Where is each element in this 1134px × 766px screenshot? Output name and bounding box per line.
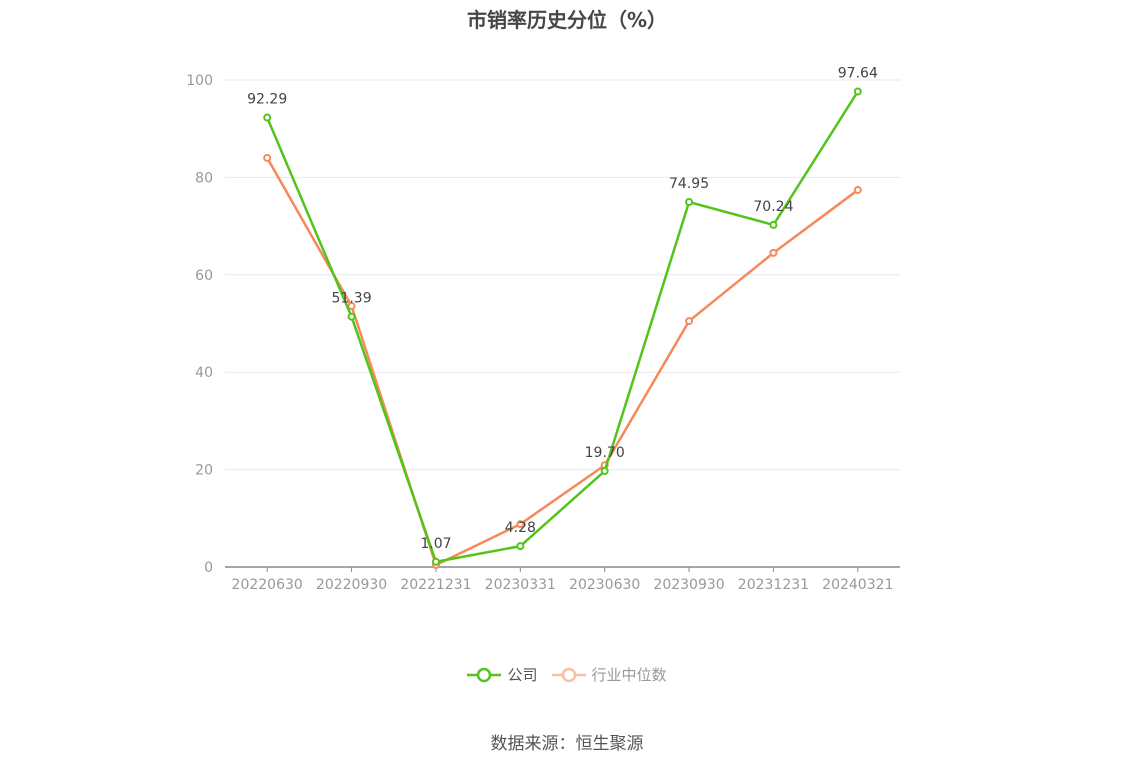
data-point: [769, 220, 778, 229]
legend: 公司 行业中位数: [0, 664, 1134, 685]
x-tick-label: 20230930: [653, 577, 724, 593]
data-point: [685, 197, 694, 206]
data-point: [431, 557, 440, 566]
x-tick-label: 20231231: [738, 577, 809, 593]
y-tick-label: 60: [195, 268, 213, 284]
x-tick-label: 20230331: [485, 577, 556, 593]
data-point: [769, 248, 778, 257]
x-tick-label: 20230630: [569, 577, 640, 593]
data-label: 74.95: [669, 176, 709, 192]
plot-area: 0 20 40 60 80 100 20220630 20220930 20221231 2023…: [186, 65, 900, 593]
data-point: [263, 113, 272, 122]
data-label: 1.07: [420, 536, 451, 552]
data-point: [516, 542, 525, 551]
data-point: [685, 317, 694, 326]
series-line-0: [266, 90, 859, 564]
data-point: [263, 153, 272, 162]
legend-label-industry-median: 行业中位数: [591, 666, 667, 684]
chart-title: 市销率历史分位（%）: [466, 8, 668, 32]
legend-label-company: 公司: [507, 666, 538, 684]
data-label: 70.24: [753, 199, 793, 215]
data-point: [853, 186, 862, 195]
data-point: [853, 87, 862, 96]
x-tick-label: 20220930: [316, 577, 387, 593]
data-point: [347, 312, 356, 321]
legend-item-company[interactable]: 公司: [467, 664, 538, 685]
data-point: [516, 520, 525, 529]
data-label: 19.70: [585, 445, 625, 461]
data-point: [347, 301, 356, 310]
y-tick-label: 0: [204, 560, 213, 576]
x-tick-label: 20221231: [400, 577, 471, 593]
data-source: 数据来源：恒生聚源: [490, 734, 644, 754]
legend-marker-company-icon: [467, 667, 502, 682]
legend-marker-industry-icon: [551, 667, 586, 682]
y-tick-label: 80: [195, 170, 213, 186]
data-label: 92.29: [247, 92, 287, 108]
data-label: 97.64: [838, 65, 878, 81]
y-tick-label: 100: [186, 73, 213, 89]
x-tick-label: 20240321: [822, 577, 893, 593]
y-tick-label: 20: [195, 463, 213, 479]
data-label: 51.39: [332, 291, 372, 307]
x-tick-label: 20220630: [232, 577, 303, 593]
legend-item-industry-median[interactable]: 行业中位数: [551, 664, 667, 685]
series-line-1: [266, 157, 859, 567]
data-point: [600, 467, 609, 476]
data-label: 4.28: [505, 520, 536, 536]
y-tick-label: 40: [195, 365, 213, 381]
